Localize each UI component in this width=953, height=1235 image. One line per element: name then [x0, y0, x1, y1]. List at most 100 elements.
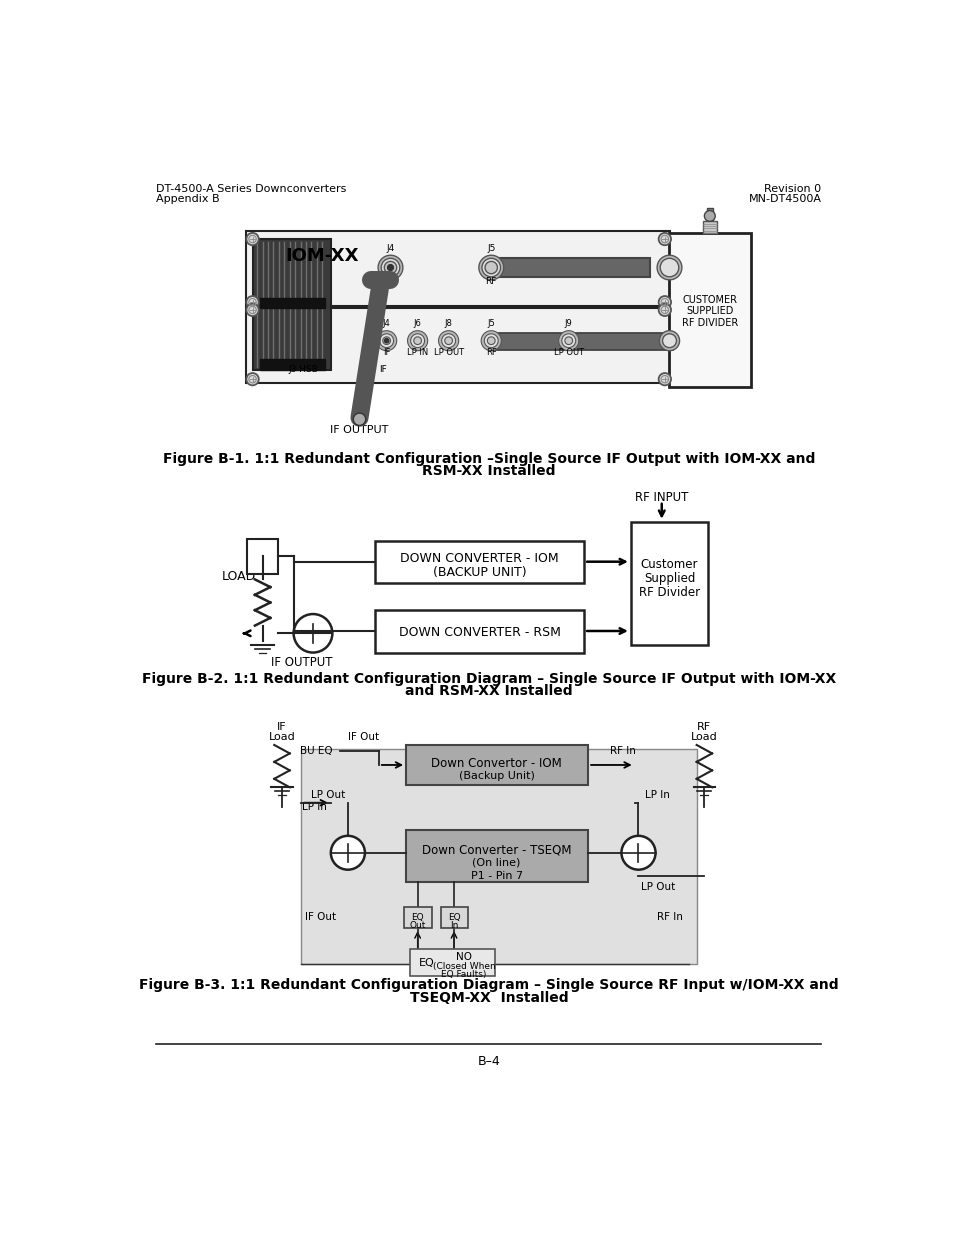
Text: B–4: B–4 — [477, 1055, 499, 1068]
Circle shape — [561, 333, 575, 347]
Text: Customer: Customer — [640, 558, 698, 571]
Circle shape — [294, 614, 332, 652]
Bar — [404, 906, 431, 929]
Text: IF: IF — [378, 364, 386, 373]
Text: Figure B-2. 1:1 Redundant Configuration Diagram – Single Source IF Output with I: Figure B-2. 1:1 Redundant Configuration … — [142, 672, 835, 685]
Circle shape — [387, 264, 394, 270]
Text: RSM-XX Installed: RSM-XX Installed — [422, 464, 555, 478]
Text: J6: J6 — [414, 319, 421, 329]
Circle shape — [658, 296, 670, 309]
Text: EQ Faults): EQ Faults) — [441, 969, 486, 979]
Bar — [253, 240, 331, 370]
Text: LP OUT: LP OUT — [433, 348, 463, 357]
Bar — [669, 233, 750, 387]
Circle shape — [661, 333, 676, 347]
Text: RF: RF — [485, 278, 497, 287]
Text: Figure B-1. 1:1 Redundant Configuration –Single Source IF Output with IOM-XX and: Figure B-1. 1:1 Redundant Configuration … — [163, 452, 814, 467]
Text: IF OUTPUT: IF OUTPUT — [271, 656, 332, 669]
Text: RF In: RF In — [656, 911, 681, 921]
Bar — [245, 231, 670, 306]
Text: NO: NO — [456, 952, 472, 962]
Circle shape — [246, 373, 258, 385]
Text: RF Divider: RF Divider — [639, 585, 700, 599]
Text: IF: IF — [382, 348, 390, 357]
Text: RF INPUT: RF INPUT — [635, 490, 688, 504]
Circle shape — [558, 331, 578, 351]
Text: (Backup Unit): (Backup Unit) — [458, 771, 534, 781]
Circle shape — [478, 256, 503, 280]
Bar — [375, 610, 583, 652]
Circle shape — [382, 337, 390, 345]
Text: Load: Load — [690, 732, 717, 742]
Text: RF: RF — [697, 721, 711, 732]
Bar — [706, 209, 712, 220]
Circle shape — [659, 258, 679, 277]
Text: (BACKUP UNIT): (BACKUP UNIT) — [433, 567, 526, 579]
Bar — [259, 298, 324, 309]
Text: BU EQ: BU EQ — [299, 746, 332, 756]
Circle shape — [658, 373, 670, 385]
Bar — [406, 830, 587, 882]
Bar — [259, 359, 324, 370]
Circle shape — [379, 333, 394, 347]
Text: LP OUT: LP OUT — [553, 348, 583, 357]
Text: Down Convertor - IOM: Down Convertor - IOM — [431, 757, 561, 769]
Text: LP In: LP In — [645, 790, 670, 800]
Circle shape — [620, 836, 655, 869]
Text: DT-4500-A Series Downconverters: DT-4500-A Series Downconverters — [156, 184, 347, 194]
Text: Revision 0: Revision 0 — [763, 184, 821, 194]
Text: In: In — [450, 920, 457, 930]
Bar — [491, 258, 649, 277]
Text: IF: IF — [386, 278, 394, 287]
Bar — [247, 540, 278, 574]
Text: IOM-XX: IOM-XX — [286, 247, 359, 264]
Text: J5: J5 — [487, 243, 495, 253]
Circle shape — [377, 256, 402, 280]
Text: Out: Out — [409, 920, 425, 930]
Circle shape — [659, 331, 679, 351]
Text: Figure B-3. 1:1 Redundant Configuration Diagram – Single Source RF Input w/IOM-X: Figure B-3. 1:1 Redundant Configuration … — [139, 978, 838, 992]
Circle shape — [484, 333, 497, 347]
Text: DOWN CONVERTER - RSM: DOWN CONVERTER - RSM — [398, 626, 560, 640]
Circle shape — [564, 337, 572, 345]
Circle shape — [703, 211, 715, 221]
Text: EQ: EQ — [447, 913, 460, 923]
Circle shape — [410, 333, 424, 347]
Text: DOWN CONVERTER - IOM: DOWN CONVERTER - IOM — [400, 552, 558, 566]
Text: MN-DT4500A: MN-DT4500A — [747, 194, 821, 205]
Text: TSEQM-XX  Installed: TSEQM-XX Installed — [409, 990, 568, 1004]
Bar — [245, 309, 670, 383]
Bar — [440, 906, 468, 929]
Text: CUSTOMER: CUSTOMER — [681, 295, 737, 305]
Bar — [491, 333, 673, 350]
Bar — [630, 521, 707, 645]
Bar — [301, 748, 696, 965]
Text: IF Out: IF Out — [348, 732, 378, 742]
Text: EQ: EQ — [411, 913, 423, 923]
Circle shape — [381, 258, 399, 277]
Bar — [410, 948, 495, 976]
Text: LP IN: LP IN — [407, 348, 428, 357]
Circle shape — [246, 304, 258, 316]
Circle shape — [481, 258, 500, 277]
Text: LOAD: LOAD — [222, 571, 256, 583]
Circle shape — [441, 333, 456, 347]
Text: Supplied: Supplied — [643, 572, 695, 584]
Text: J4: J4 — [382, 319, 390, 329]
Text: P1 - Pin 7: P1 - Pin 7 — [470, 871, 522, 881]
Circle shape — [353, 412, 365, 425]
Text: SUPPLIED: SUPPLIED — [685, 306, 733, 316]
Text: LP Out: LP Out — [640, 882, 675, 893]
Circle shape — [438, 331, 458, 351]
Text: IF: IF — [277, 721, 287, 732]
Circle shape — [384, 338, 389, 343]
Text: LP Out: LP Out — [311, 790, 345, 800]
Text: J5: J5 — [487, 319, 495, 329]
Circle shape — [407, 331, 427, 351]
Bar — [375, 541, 583, 583]
Text: RF DIVIDER: RF DIVIDER — [681, 317, 738, 329]
Text: J9: J9 — [564, 319, 572, 329]
Text: and RSM-XX Installed: and RSM-XX Installed — [405, 684, 572, 698]
Circle shape — [484, 262, 497, 274]
Text: J3 HSB: J3 HSB — [289, 364, 318, 373]
